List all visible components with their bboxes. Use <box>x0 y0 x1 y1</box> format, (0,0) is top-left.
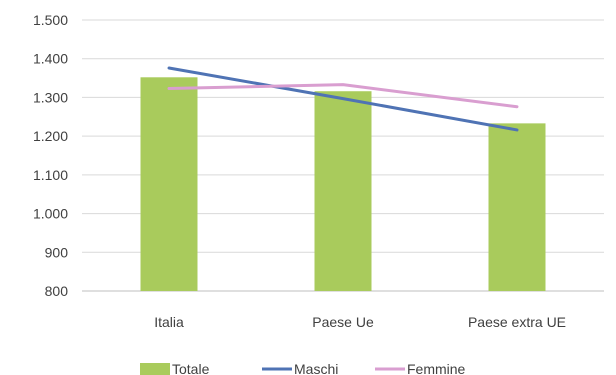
y-tick-label: 1.300 <box>33 89 68 105</box>
line-series <box>167 66 519 132</box>
legend-swatch-totale <box>140 363 170 375</box>
line-maschi <box>167 66 519 132</box>
legend-label-totale: Totale <box>172 361 210 375</box>
y-tick-label: 1.400 <box>33 51 68 67</box>
y-axis-tick-labels: 800 900 1.000 1.100 1.200 1.300 1.400 1.500 <box>33 12 68 299</box>
bar-series-totale <box>140 77 546 291</box>
y-tick-label: 900 <box>45 244 69 260</box>
bar-totale <box>488 123 546 291</box>
y-tick-label: 1.000 <box>33 206 68 222</box>
y-tick-label: 1.500 <box>33 12 68 28</box>
y-tick-label: 800 <box>45 283 69 299</box>
x-tick-label: Paese extra UE <box>468 314 566 330</box>
bar-totale <box>140 77 198 291</box>
x-axis-tick-labels: Italia Paese Ue Paese extra UE <box>154 314 566 330</box>
line-femmine <box>167 83 519 109</box>
y-tick-label: 1.100 <box>33 167 68 183</box>
legend-label-maschi: Maschi <box>294 361 338 375</box>
y-tick-label: 1.200 <box>33 128 68 144</box>
legend: Totale Maschi Femmine <box>140 361 466 375</box>
bar-totale <box>314 91 372 291</box>
x-tick-label: Paese Ue <box>312 314 374 330</box>
legend-label-femmine: Femmine <box>407 361 466 375</box>
x-tick-label: Italia <box>154 314 184 330</box>
